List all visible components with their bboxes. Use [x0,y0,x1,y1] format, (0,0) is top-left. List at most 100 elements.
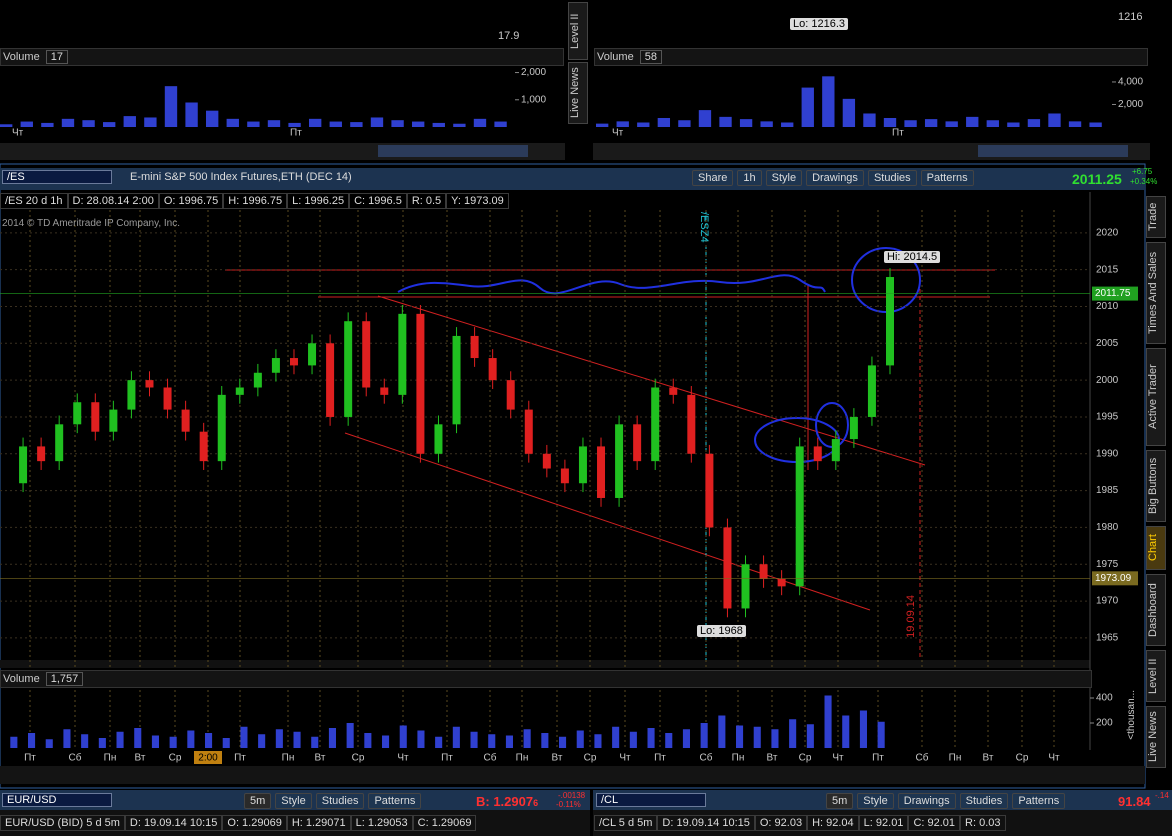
tab[interactable]: Live News [1146,706,1166,768]
price-tag-label: 1973.09 [1095,573,1132,584]
tab[interactable]: Level II [568,2,588,60]
button[interactable]: 1h [737,170,762,186]
last-price: 2011.25 [1072,171,1122,187]
candle-body [597,446,606,498]
volume-bar [760,121,773,127]
volume-bar [1027,119,1041,127]
volume-bar [698,110,712,127]
volume-bar [789,719,797,748]
change: -.14 [1155,791,1169,800]
info-field: L: 1.29053 [350,815,413,831]
button[interactable]: Drawings [897,793,956,809]
button[interactable]: Studies [959,793,1009,809]
x-tick-label: Чт [12,128,24,139]
button[interactable]: Patterns [1012,793,1066,809]
x-tick-label: Чт [619,753,631,764]
volume-bar [82,120,95,127]
volume-bar [412,121,425,127]
tab[interactable]: Chart [1146,526,1166,570]
y-tick-label: 1985 [1096,485,1119,496]
volume-bar [863,113,876,127]
button[interactable]: Studies [867,170,917,186]
x-tick-label: Пт [872,753,884,764]
candle-body [235,387,244,395]
info-field: L: 1996.25 [287,193,350,209]
x-tick-label: Сб [700,752,713,764]
button[interactable]: Drawings [806,170,864,186]
price-tag-label: 2011.75 [1095,288,1131,299]
y-tick-label: 400 [1096,693,1113,704]
volume-bar [494,121,507,127]
volume-bar [382,735,390,748]
last-price: 91.84 [1118,794,1151,809]
volume-bar [657,117,671,127]
candle-body [849,416,858,440]
volume-bar [226,118,239,127]
volume-bar [240,726,248,748]
button[interactable]: Style [765,170,803,186]
x-tick-label: Ср [169,753,182,764]
volume-bar [771,729,779,748]
tab[interactable]: Active Trader [1146,348,1166,446]
button[interactable]: Patterns [920,170,974,186]
volume-bar [824,695,832,748]
volume-bar [0,124,13,127]
y-tick-label: 2,000 [1118,99,1143,110]
symbol[interactable]: /CL [596,793,706,807]
info-field: H: 1.29071 [286,815,351,831]
tab[interactable]: Live News [568,62,588,124]
change: +6.75 [1132,167,1153,176]
symbol[interactable]: EUR/USD [2,793,112,807]
candle-body [19,446,28,484]
x-tick-label: Пн [732,753,745,764]
interval[interactable]: 5m [244,793,272,809]
candle-body [886,277,894,366]
candle-body [578,446,587,484]
bid: B: 1.29076 [476,794,538,809]
volume-bar [370,117,384,127]
volume-bar [739,119,753,127]
y-tick-label: 2005 [1096,338,1119,349]
tab[interactable]: Trade [1146,196,1166,238]
button[interactable]: Studies [315,793,365,809]
volume-bar [435,736,443,748]
button[interactable]: Patterns [368,793,422,809]
volume-bar [718,715,726,748]
x-tick-label: Сб [69,752,82,764]
volume-bar [594,734,602,748]
candle-body [867,365,876,417]
volume-bar [842,715,850,748]
symbol-bar: /ES E-mini S&P 500 Index Futures,ETH (DEC… [2,170,352,184]
info-field: H: 92.04 [807,815,859,831]
volume-header: Volume 17 [0,48,564,66]
y-tick-label: 4,000 [1118,77,1143,88]
candle-body [181,409,190,432]
lo-label: Lo: 1216.3 [790,18,848,30]
buttons: Share 1h Style Drawings Studies Patterns [692,170,974,186]
axis-label: 17.9 [498,30,520,42]
button[interactable]: Style [275,793,312,809]
y-tick-label: 1995 [1096,412,1119,423]
x-tick-label: Ср [799,753,812,764]
tab[interactable]: Dashboard [1146,574,1166,646]
interval[interactable]: 5m [826,793,854,809]
volume-bar [311,736,319,748]
symbol[interactable]: /ES [2,170,112,184]
volume-bar [966,116,979,127]
x-tick-label: 2:00 [198,753,218,764]
button[interactable]: Style [857,793,894,809]
volume-bar [10,736,18,748]
label: Volume [3,673,40,685]
tab[interactable]: Level II [1146,650,1166,702]
button[interactable]: Share [692,170,734,186]
date-label: 19.09.14 [905,595,917,638]
candle-body [452,335,461,425]
volume-bar [1068,121,1082,127]
tab[interactable]: Times And Sales [1146,242,1166,344]
info-field: O: 1996.75 [158,193,224,209]
info-field: /CL 5 d 5m [594,815,658,831]
volume-bar [391,120,404,127]
tab[interactable]: Big Buttons [1146,450,1166,522]
x-tick-label: Пт [24,753,36,764]
candle-body [705,453,714,528]
